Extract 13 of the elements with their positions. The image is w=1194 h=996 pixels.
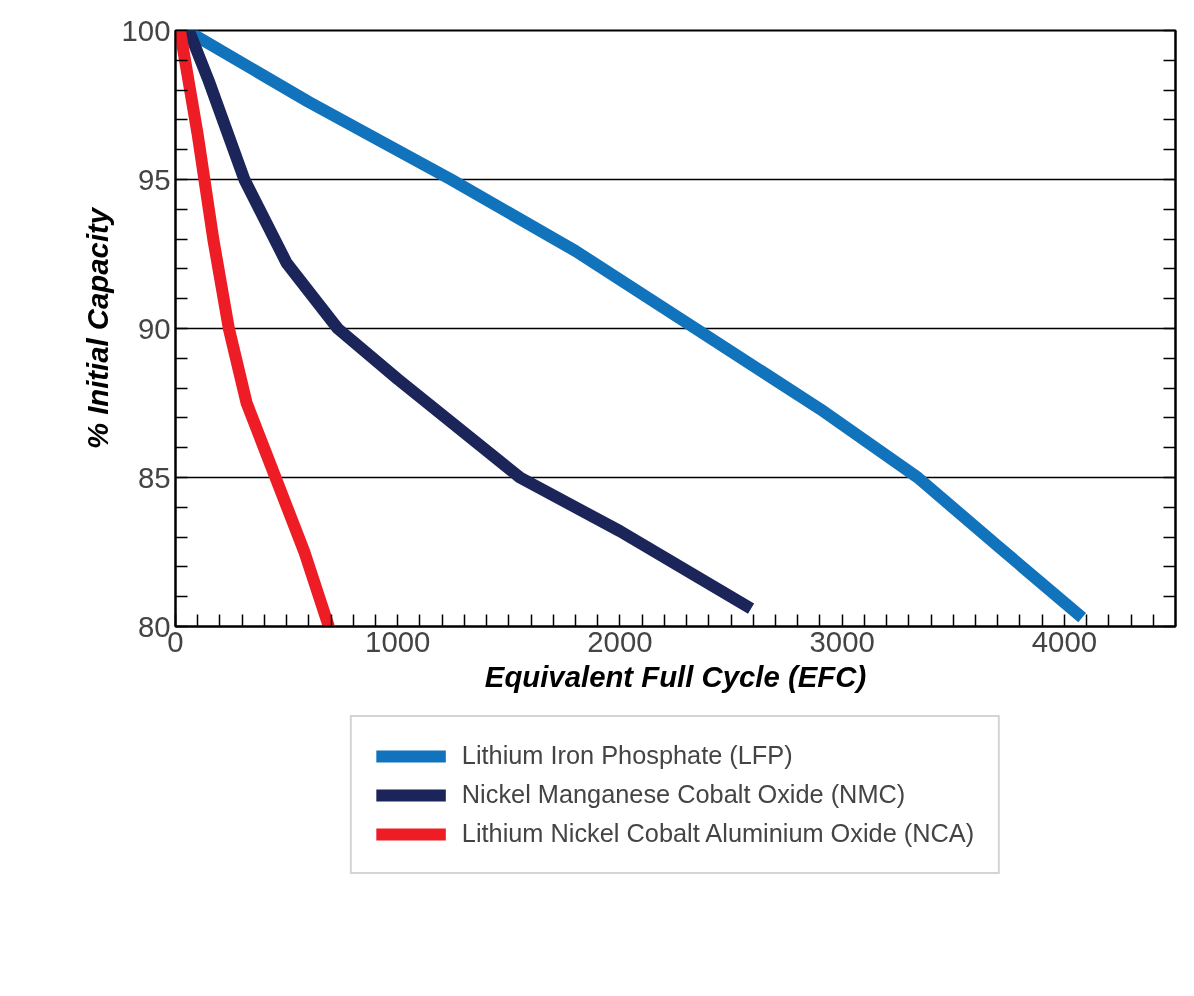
y-tick-label: 95	[137, 162, 171, 196]
x-tick-label: 1000	[365, 624, 431, 658]
y-tick-label: 85	[137, 460, 171, 494]
x-tick-label: 4000	[1031, 624, 1098, 658]
y-tick-label: 100	[121, 13, 171, 47]
x-axis-title: Equivalent Full Cycle (EFC)	[484, 659, 867, 693]
x-tick-label: 2000	[587, 624, 653, 658]
legend-label: Lithium Nickel Cobalt Aluminium Oxide (NCA)	[461, 819, 975, 848]
legend-label: Nickel Manganese Cobalt Oxide (NMC)	[461, 780, 906, 809]
x-tick-label: 3000	[809, 624, 875, 658]
y-axis-title: % Initial Capacity	[80, 206, 114, 450]
legend-label: Lithium Iron Phosphate (LFP)	[461, 741, 793, 770]
y-tick-label: 90	[137, 311, 171, 345]
